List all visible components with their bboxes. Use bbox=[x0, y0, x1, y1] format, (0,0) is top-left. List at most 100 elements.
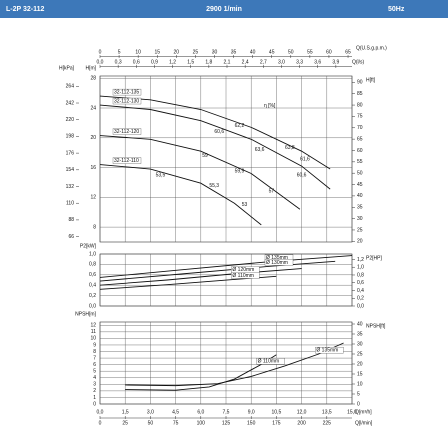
annotation: 63,6 bbox=[255, 147, 265, 153]
model: L-2P 32-112 bbox=[6, 6, 45, 13]
top-tick-label: 0,9 bbox=[151, 59, 158, 65]
y2-tick-label: 1,0 bbox=[357, 265, 364, 271]
top-tick-label: 35 bbox=[231, 49, 237, 55]
series-label-box bbox=[112, 88, 142, 96]
series-label-box bbox=[112, 128, 142, 135]
y-tick-label: 9 bbox=[93, 342, 96, 348]
y2-tick-label: 40 bbox=[357, 193, 363, 199]
y3-tick-label: 132 bbox=[66, 184, 75, 190]
bottom-tick-label: 175 bbox=[272, 420, 281, 426]
y2-tick-label: 75 bbox=[357, 114, 363, 120]
top-tick-label: 10 bbox=[135, 49, 141, 55]
y-tick-label: 24 bbox=[90, 105, 96, 111]
annotation: 63,8 bbox=[285, 145, 295, 151]
top-tick-label: 40 bbox=[250, 49, 256, 55]
top-tick-label: 20 bbox=[174, 49, 180, 55]
curve bbox=[99, 268, 302, 286]
top-tick-label: 1,2 bbox=[169, 59, 176, 65]
y-tick-label: 0,4 bbox=[89, 283, 96, 289]
bottom-tick-label: 25 bbox=[122, 420, 128, 426]
y2-tick-label: 25 bbox=[357, 351, 363, 357]
y2-tick-label: 10 bbox=[357, 381, 363, 387]
y-tick-label: 1 bbox=[93, 395, 96, 401]
x-tick-label: 6,0 bbox=[197, 409, 204, 415]
y-tick-label: 12 bbox=[90, 323, 96, 329]
annotation: 53 bbox=[242, 202, 248, 208]
y2-tick-label: 45 bbox=[357, 182, 363, 188]
y-tick-label: 1,0 bbox=[89, 251, 96, 257]
top-axis-label: Q(U.S.g.p.m.) bbox=[356, 45, 387, 51]
x-tick-label: 7,5 bbox=[223, 409, 230, 415]
y-tick-label: 8 bbox=[93, 224, 96, 230]
annotation: 57 bbox=[269, 189, 275, 195]
top-tick-label: 0,6 bbox=[133, 59, 140, 65]
series-label-box bbox=[256, 358, 285, 365]
y3-tick-label: 154 bbox=[66, 167, 75, 173]
annotation: 55,3 bbox=[209, 183, 219, 189]
bottom-tick-label: 125 bbox=[222, 420, 231, 426]
series-label: Ø 135mm bbox=[316, 347, 338, 353]
y2-tick-label: 30 bbox=[357, 216, 363, 222]
y2-tick-label: 0,2 bbox=[357, 296, 364, 302]
y2-tick-label: 35 bbox=[357, 331, 363, 337]
y2-tick-label: 0,8 bbox=[357, 272, 364, 278]
curve bbox=[99, 95, 331, 170]
series-label-box bbox=[264, 259, 294, 266]
y2-tick-label: 25 bbox=[357, 227, 363, 233]
annotation: 53,5 bbox=[156, 172, 166, 178]
y2-tick-label: 70 bbox=[357, 125, 363, 131]
top-tick-label: 2,1 bbox=[224, 59, 231, 65]
series-label: 32-112-110 bbox=[114, 158, 139, 164]
y-tick-label: 5 bbox=[93, 369, 96, 375]
bottom-tick-label: 225 bbox=[323, 420, 332, 426]
bottom-tick-label: 50 bbox=[148, 420, 154, 426]
y2-tick-label: 65 bbox=[357, 136, 363, 142]
top-tick-label: 30 bbox=[212, 49, 218, 55]
y3-tick-label: 88 bbox=[68, 217, 74, 223]
annotation: 60,6 bbox=[214, 129, 224, 135]
top-tick-label: 3,6 bbox=[314, 59, 321, 65]
top-tick-label: 65 bbox=[345, 49, 351, 55]
series-label: Ø 120mm bbox=[232, 267, 254, 273]
top-tick-label: 3,0 bbox=[278, 59, 285, 65]
top-tick-label: 50 bbox=[288, 49, 294, 55]
y-axis-label: P2[kW] bbox=[80, 243, 97, 249]
x-axis-label: Q[m³/h] bbox=[355, 409, 372, 415]
series-label-box bbox=[112, 157, 142, 164]
y-tick-label: 6 bbox=[93, 362, 96, 368]
x-tick-label: 9,0 bbox=[248, 409, 255, 415]
y-tick-label: 10 bbox=[90, 336, 96, 342]
y-tick-label: 0,6 bbox=[89, 272, 96, 278]
y3-tick-label: 198 bbox=[66, 134, 75, 140]
annotation: 59,9 bbox=[235, 169, 245, 175]
top-tick-label: 55 bbox=[307, 49, 313, 55]
y-tick-label: 8 bbox=[93, 349, 96, 355]
series-label-box bbox=[112, 97, 142, 105]
y2-tick-label: 0,4 bbox=[357, 288, 364, 294]
top-axis-label: Q(l/s) bbox=[352, 59, 365, 65]
bottom-axis-label: Q[l/min] bbox=[355, 420, 373, 426]
top-tick-label: 1,8 bbox=[205, 59, 212, 65]
series-label: 32-112-130 bbox=[114, 98, 139, 104]
bottom-tick-label: 150 bbox=[247, 420, 256, 426]
series-label: Ø 130mm bbox=[266, 260, 288, 266]
y2-tick-label: 85 bbox=[357, 91, 363, 97]
bottom-tick-label: 75 bbox=[173, 420, 179, 426]
curve bbox=[99, 104, 331, 190]
y3-tick-label: 110 bbox=[66, 201, 74, 207]
y-tick-label: 12 bbox=[90, 195, 96, 201]
series-label: Ø 110mm bbox=[258, 359, 280, 365]
annotation: 61,6 bbox=[300, 157, 310, 163]
annotation: 60,6 bbox=[297, 172, 307, 178]
y-tick-label: 16 bbox=[90, 165, 96, 171]
y-tick-label: 11 bbox=[91, 329, 96, 335]
bottom-tick-label: 0 bbox=[99, 420, 102, 426]
x-tick-label: 3,0 bbox=[147, 409, 154, 415]
y2-axis-label: P2[HP] bbox=[366, 255, 382, 261]
y2-axis-label: NPSH[ft] bbox=[366, 323, 386, 329]
speed: 2900 1/min bbox=[206, 6, 242, 13]
top-tick-label: 2,7 bbox=[260, 59, 267, 65]
y-tick-label: 3 bbox=[93, 382, 96, 388]
y2-axis-label: H[ft] bbox=[366, 77, 376, 83]
series-label-box bbox=[231, 272, 260, 279]
